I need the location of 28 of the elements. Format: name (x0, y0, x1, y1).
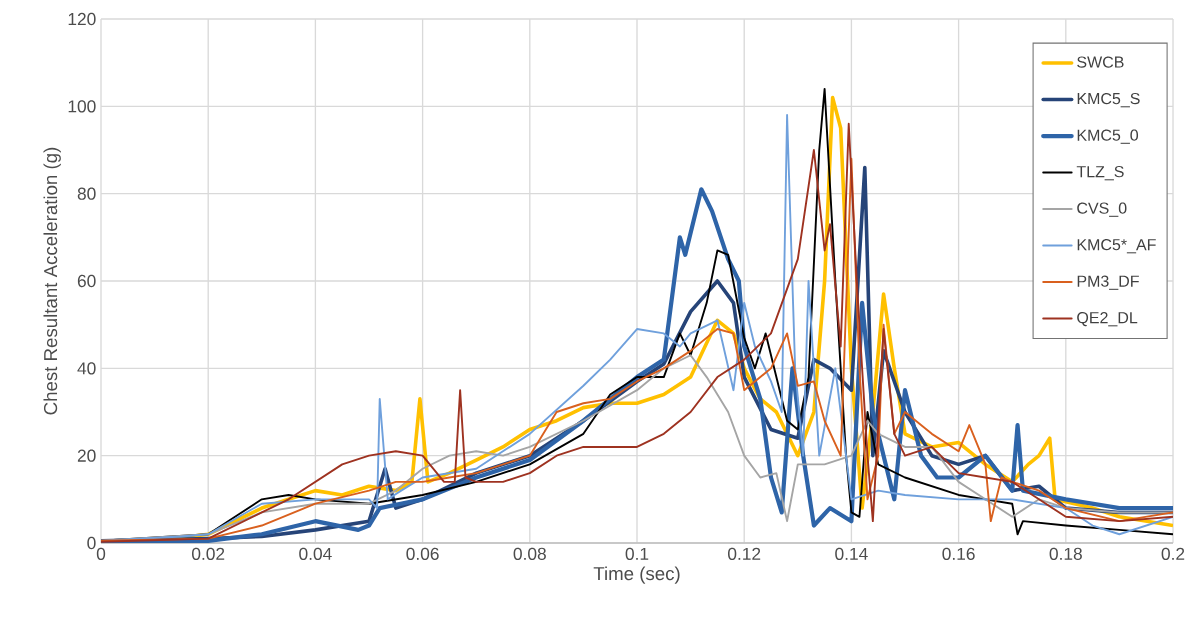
legend-label: KMC5_S (1077, 92, 1140, 108)
x-tick-label: 0.18 (1049, 547, 1082, 560)
y-tick-label: 80 (77, 187, 96, 200)
x-tick-label: 0.1 (625, 547, 649, 560)
x-tick-label: 0.08 (513, 547, 546, 560)
legend-label: CVS_0 (1077, 202, 1127, 217)
x-tick-label: 0.02 (192, 547, 225, 560)
y-axis-title: Chest Resultant Acceleration (g) (43, 147, 61, 415)
legend-label: KMC5_0 (1077, 129, 1139, 144)
x-tick-label: 0.14 (835, 547, 868, 560)
x-tick-label: 0.06 (406, 547, 439, 560)
y-tick-label: 0 (87, 536, 96, 550)
x-tick-label: 0 (96, 547, 106, 560)
x-tick-label: 0.2 (1161, 547, 1185, 560)
y-tick-label: 120 (68, 12, 96, 26)
legend-label: PM3_DF (1077, 275, 1139, 290)
x-tick-label: 0.12 (728, 547, 761, 560)
x-tick-label: 0.04 (299, 547, 332, 560)
x-axis-title: Time (sec) (593, 566, 680, 584)
legend-label: KMC5*_AF (1077, 238, 1156, 254)
legend-label: SWCB (1077, 56, 1124, 68)
y-tick-label: 20 (77, 449, 96, 462)
y-tick-label: 100 (68, 100, 96, 113)
y-tick-label: 40 (77, 362, 96, 375)
legend-label: QE2_DL (1077, 311, 1138, 327)
x-tick-label: 0.16 (942, 547, 975, 560)
y-tick-label: 60 (77, 274, 96, 288)
legend-label: TLZ_S (1076, 165, 1124, 181)
